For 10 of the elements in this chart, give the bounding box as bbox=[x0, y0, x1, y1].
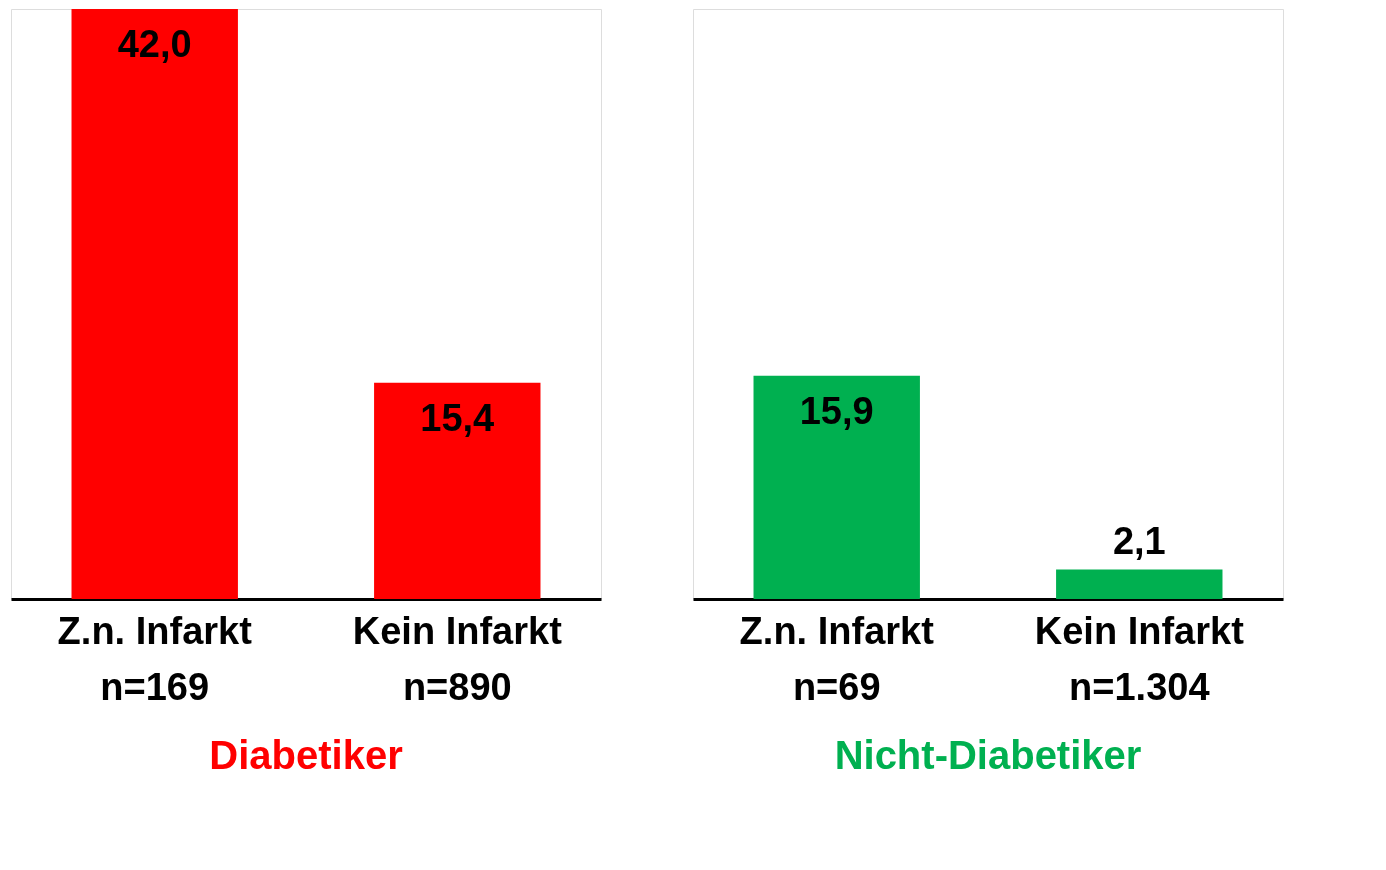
data-label: 2,1 bbox=[1112, 519, 1166, 562]
x-tick-label: Z.n. Infarkt n=69 bbox=[739, 609, 935, 708]
data-label: 42,0 bbox=[117, 23, 192, 65]
data-label: 15,4 bbox=[420, 396, 495, 439]
x-tick-label: Kein Infarkt n=890 bbox=[352, 609, 563, 708]
x-tick-label: Kein Infarkt n=1.304 bbox=[1034, 609, 1245, 708]
x-tick-label: Z.n. Infarkt n=169 bbox=[57, 609, 253, 708]
text: Diabetiker bbox=[209, 733, 403, 777]
text: Nicht-Diabetiker bbox=[834, 733, 1142, 777]
data-label: 15,9 bbox=[799, 389, 874, 432]
